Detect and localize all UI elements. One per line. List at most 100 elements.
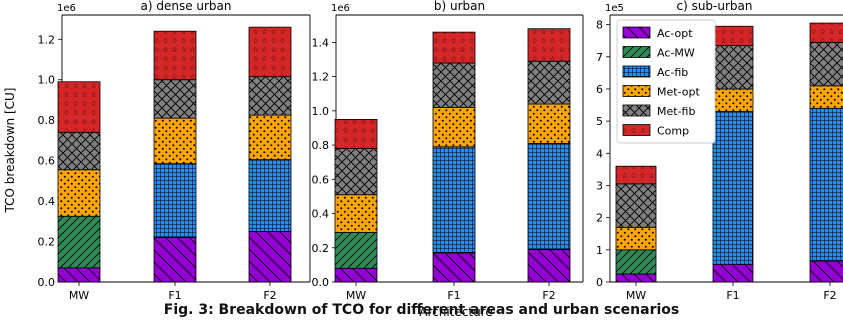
- bar-segment-met-opt: [153, 117, 197, 165]
- y-tick-label: 1.2: [312, 71, 330, 84]
- legend-label: Met-opt: [657, 86, 700, 99]
- axis-multiplier: 1e5: [605, 3, 624, 14]
- x-tick-label: F1: [726, 289, 739, 302]
- bar-segment-ac-mw: [615, 249, 657, 275]
- bar-segment-ac-fib: [432, 146, 476, 254]
- y-tick-label: 3: [596, 179, 603, 192]
- bar-segment-met-fib: [809, 41, 843, 87]
- y-tick-label: 2: [596, 212, 603, 225]
- x-tick-label: MW: [626, 289, 646, 302]
- y-tick-label: 4: [596, 147, 603, 160]
- y-tick-label: 8: [596, 19, 603, 32]
- x-tick-label: F1: [447, 289, 460, 302]
- y-tick-label: 0.6: [312, 173, 330, 186]
- y-axis-label: TCO breakdown [CU]: [3, 88, 17, 214]
- bar-segment-met-fib: [432, 62, 476, 108]
- bar-segment-met-fib: [57, 131, 101, 171]
- bar-segment-ac-opt: [248, 231, 292, 283]
- legend-label: Met-fib: [657, 105, 695, 118]
- bar-segment-met-fib: [334, 148, 378, 196]
- y-tick-label: 0.0: [38, 276, 56, 289]
- bar-segment-ac-opt: [57, 267, 101, 283]
- x-axis-label: Architecture: [419, 305, 492, 319]
- y-tick-label: 0.2: [312, 242, 330, 255]
- y-tick-label: 0: [596, 276, 603, 289]
- bar-segment-met-opt: [527, 103, 571, 144]
- bar-segment-met-fib: [712, 45, 754, 90]
- bar-segment-met-fib: [248, 76, 292, 116]
- y-tick-label: 0.4: [38, 195, 56, 208]
- bar-segment-met-opt: [432, 107, 476, 148]
- panel-title: a) dense urban: [140, 0, 231, 13]
- bar-segment-comp: [712, 25, 754, 46]
- bar-segment-ac-opt: [809, 260, 843, 283]
- bar-segment-ac-opt: [334, 267, 378, 283]
- x-tick-label: F2: [542, 289, 555, 302]
- bar-segment-ac-opt: [153, 237, 197, 283]
- x-tick-label: MW: [346, 289, 366, 302]
- y-tick-label: 5: [596, 115, 603, 128]
- x-tick-label: F2: [823, 289, 836, 302]
- legend-label: Ac-opt: [657, 27, 693, 40]
- legend-item-met-fib: Met-fib: [622, 104, 695, 118]
- legend-label: Ac-MW: [657, 47, 695, 60]
- bar-segment-met-opt: [712, 88, 754, 112]
- bar-segment-ac-opt: [527, 249, 571, 283]
- bar-segment-comp: [334, 119, 378, 149]
- y-tick-label: 1.0: [312, 105, 330, 118]
- bar-segment-ac-fib: [712, 111, 754, 265]
- bar-segment-comp: [615, 165, 657, 185]
- panel-title: b) urban: [434, 0, 485, 13]
- y-tick-label: 7: [596, 51, 603, 64]
- bar-segment-met-opt: [615, 226, 657, 251]
- y-tick-label: 1.0: [38, 74, 56, 87]
- panel-sub-urban: c) sub-urban 1e5 0 1 2 3 4 5 6 7 8 MW F1 F2: [596, 0, 843, 302]
- bar-segment-comp: [432, 31, 476, 64]
- x-tick-label: F2: [263, 289, 276, 302]
- bar-segment-ac-opt: [712, 263, 754, 283]
- y-tick-label: 0.2: [38, 236, 56, 249]
- bar-segment-comp: [809, 22, 843, 43]
- bar-segment-met-opt: [57, 169, 101, 217]
- legend: Ac-opt Ac-MW Ac-fib Met-opt Met-fib Comp: [616, 19, 716, 144]
- legend-item-met-opt: Met-opt: [622, 85, 700, 99]
- bar-segment-comp: [153, 30, 197, 81]
- bar-segment-met-opt: [248, 114, 292, 161]
- legend-item-ac-mw: Ac-MW: [622, 46, 695, 60]
- bar-segment-met-fib: [527, 60, 571, 105]
- bar-segment-ac-opt: [615, 273, 657, 283]
- y-tick-label: 0.8: [312, 139, 330, 152]
- bar-segment-met-fib: [615, 183, 657, 228]
- y-tick-label: 0.0: [312, 276, 330, 289]
- panel-title: c) sub-urban: [676, 0, 752, 13]
- bar-segment-met-opt: [334, 194, 378, 233]
- legend-label: Ac-fib: [657, 66, 688, 79]
- bar-segment-ac-fib: [153, 163, 197, 238]
- x-tick-label: MW: [69, 289, 89, 302]
- y-tick-label: 0.4: [312, 208, 330, 221]
- y-tick-label: 1.4: [312, 36, 330, 49]
- x-tick-label: F1: [168, 289, 181, 302]
- y-tick-label: 1: [596, 244, 603, 257]
- y-tick-label: 6: [596, 83, 603, 96]
- figure-caption: Fig. 3: Breakdown of TCO for different a…: [163, 302, 680, 318]
- bar-segment-met-fib: [153, 79, 197, 119]
- bar-segment-ac-fib: [809, 107, 843, 262]
- y-tick-label: 1.2: [38, 33, 56, 46]
- y-tick-label: 0.6: [38, 155, 56, 168]
- bar-segment-met-opt: [809, 85, 843, 109]
- legend-item-comp: Comp: [622, 124, 689, 138]
- panel-dense-urban: a) dense urban 1e6 0.0 0.2 0.4 0.6 0.8 1.0 1.2 MW…: [38, 0, 311, 302]
- bar-segment-ac-mw: [57, 215, 101, 269]
- bar-segment-ac-fib: [527, 142, 571, 250]
- legend-label: Comp: [657, 125, 689, 138]
- bar-segment-comp: [248, 26, 292, 78]
- axis-multiplier: 1e6: [331, 3, 350, 14]
- panel-urban: b) urban 1e6 0.0 0.2 0.4 0.6 0.8 1.0 1.2 1.4 MW F1 F…: [312, 0, 584, 302]
- legend-item-ac-fib: Ac-fib: [622, 65, 688, 79]
- bar-segment-ac-opt: [432, 252, 476, 283]
- axis-multiplier: 1e6: [57, 3, 76, 14]
- legend-item-ac-opt: Ac-opt: [622, 26, 693, 40]
- bar-segment-ac-mw: [334, 231, 378, 269]
